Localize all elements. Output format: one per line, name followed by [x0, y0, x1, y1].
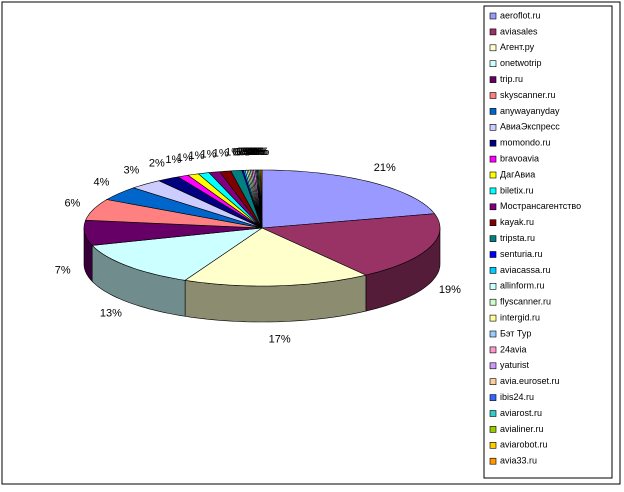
legend-label: avia.euroset.ru [500, 376, 560, 386]
legend-label: aviarobot.ru [500, 440, 548, 450]
legend-label: ibis24.ru [500, 392, 534, 402]
slice [85, 199, 263, 229]
data-label: 3% [123, 164, 139, 176]
legend-label: anywayanyday [500, 106, 560, 116]
data-label: 1% [165, 154, 181, 166]
data-label: 0% [252, 146, 268, 158]
legend-swatch [489, 394, 497, 401]
data-label: 1% [225, 147, 241, 159]
data-label: 2% [149, 157, 165, 169]
data-label: 19% [439, 284, 461, 296]
legend-label: ДагАвиа [500, 169, 535, 179]
data-label: 0% [236, 146, 252, 158]
legend-swatch [489, 108, 497, 115]
legend-swatch [489, 124, 497, 131]
legend-swatch [489, 378, 497, 386]
slice [260, 213, 441, 276]
data-label: 0% [246, 146, 262, 158]
legend-label: allinform.ru [500, 281, 545, 291]
legend-label: Мострансагентство [500, 201, 581, 211]
legend-swatch [489, 139, 497, 147]
legend-swatch [489, 362, 497, 370]
slice [83, 219, 263, 246]
legend-label: intergid.ru [500, 312, 540, 322]
legend-swatch [489, 314, 497, 322]
legend-label: aviasales [500, 26, 538, 36]
legend-swatch [489, 330, 497, 338]
legend-swatch [489, 267, 497, 274]
data-label: 7% [55, 264, 71, 276]
legend-swatch [489, 60, 497, 68]
legend-label: flyscanner.ru [500, 297, 551, 307]
data-label: 1% [213, 148, 229, 160]
data-label: 1% [201, 149, 217, 161]
legend-label: aviacassa.ru [500, 265, 551, 275]
data-label: 0% [250, 146, 266, 158]
data-label: 17% [269, 334, 291, 346]
legend-swatch [489, 187, 497, 195]
slice [106, 187, 263, 229]
legend-label: bravoavia [500, 153, 539, 163]
legend-label: trip.ru [500, 74, 523, 84]
data-label: 0% [248, 146, 264, 158]
legend-swatch [489, 235, 497, 242]
legend-swatch [489, 28, 497, 36]
legend-label: onetwotrip [500, 58, 542, 68]
legend-label: avia33.ru [500, 456, 537, 466]
data-label: 0% [244, 146, 260, 158]
legend-label: skyscanner.ru [500, 90, 556, 100]
data-label: 21% [374, 162, 396, 174]
legend-box [483, 5, 613, 479]
data-label: 0% [242, 146, 258, 158]
data-label: 0% [247, 146, 263, 158]
data-label: 0% [238, 146, 254, 158]
legend-label: Агент.ру [500, 42, 535, 52]
legend-swatch [489, 298, 497, 306]
legend-swatch [489, 12, 497, 20]
data-label: 6% [64, 198, 80, 210]
legend-swatch [489, 44, 497, 52]
data-label: 0% [253, 146, 269, 158]
data-label: 0% [240, 146, 256, 158]
legend-swatch [489, 282, 497, 290]
legend-label: biletix.ru [500, 185, 534, 195]
legend-label: yaturist [500, 360, 530, 370]
legend-label: aeroflot.ru [500, 10, 541, 20]
legend-label: АвиаЭкспресс [500, 122, 560, 132]
legend-swatch [489, 251, 497, 258]
data-label: 1% [189, 150, 205, 162]
legend-label: tripsta.ru [500, 233, 535, 243]
legend-label: momondo.ru [500, 138, 551, 148]
legend-swatch [489, 410, 497, 417]
legend-swatch [489, 219, 497, 226]
legend-label: kayak.ru [500, 217, 534, 227]
legend-swatch [489, 441, 497, 449]
data-label: 0% [234, 146, 250, 158]
data-label: 1% [177, 152, 193, 164]
legend-swatch [489, 155, 497, 163]
data-label: 0% [251, 146, 267, 158]
slice [260, 169, 263, 229]
data-label: 13% [100, 308, 122, 320]
data-label: 4% [94, 177, 110, 189]
legend-swatch [489, 457, 497, 465]
data-label: 0% [232, 146, 248, 158]
legend-label: senturia.ru [500, 249, 543, 259]
slice [261, 169, 436, 229]
slice [184, 227, 367, 287]
legend-swatch [489, 92, 497, 99]
legend-swatch [489, 346, 497, 354]
legend-label: aviarost.ru [500, 408, 542, 418]
legend-label: avialiner.ru [500, 424, 544, 434]
legend-swatch [489, 426, 497, 433]
legend-label: Бэт Тур [500, 328, 531, 338]
slice [132, 180, 263, 229]
legend-label: 24avia [500, 344, 527, 354]
legend-swatch [489, 76, 497, 83]
legend-swatch [489, 171, 497, 179]
legend-swatch [489, 203, 497, 211]
